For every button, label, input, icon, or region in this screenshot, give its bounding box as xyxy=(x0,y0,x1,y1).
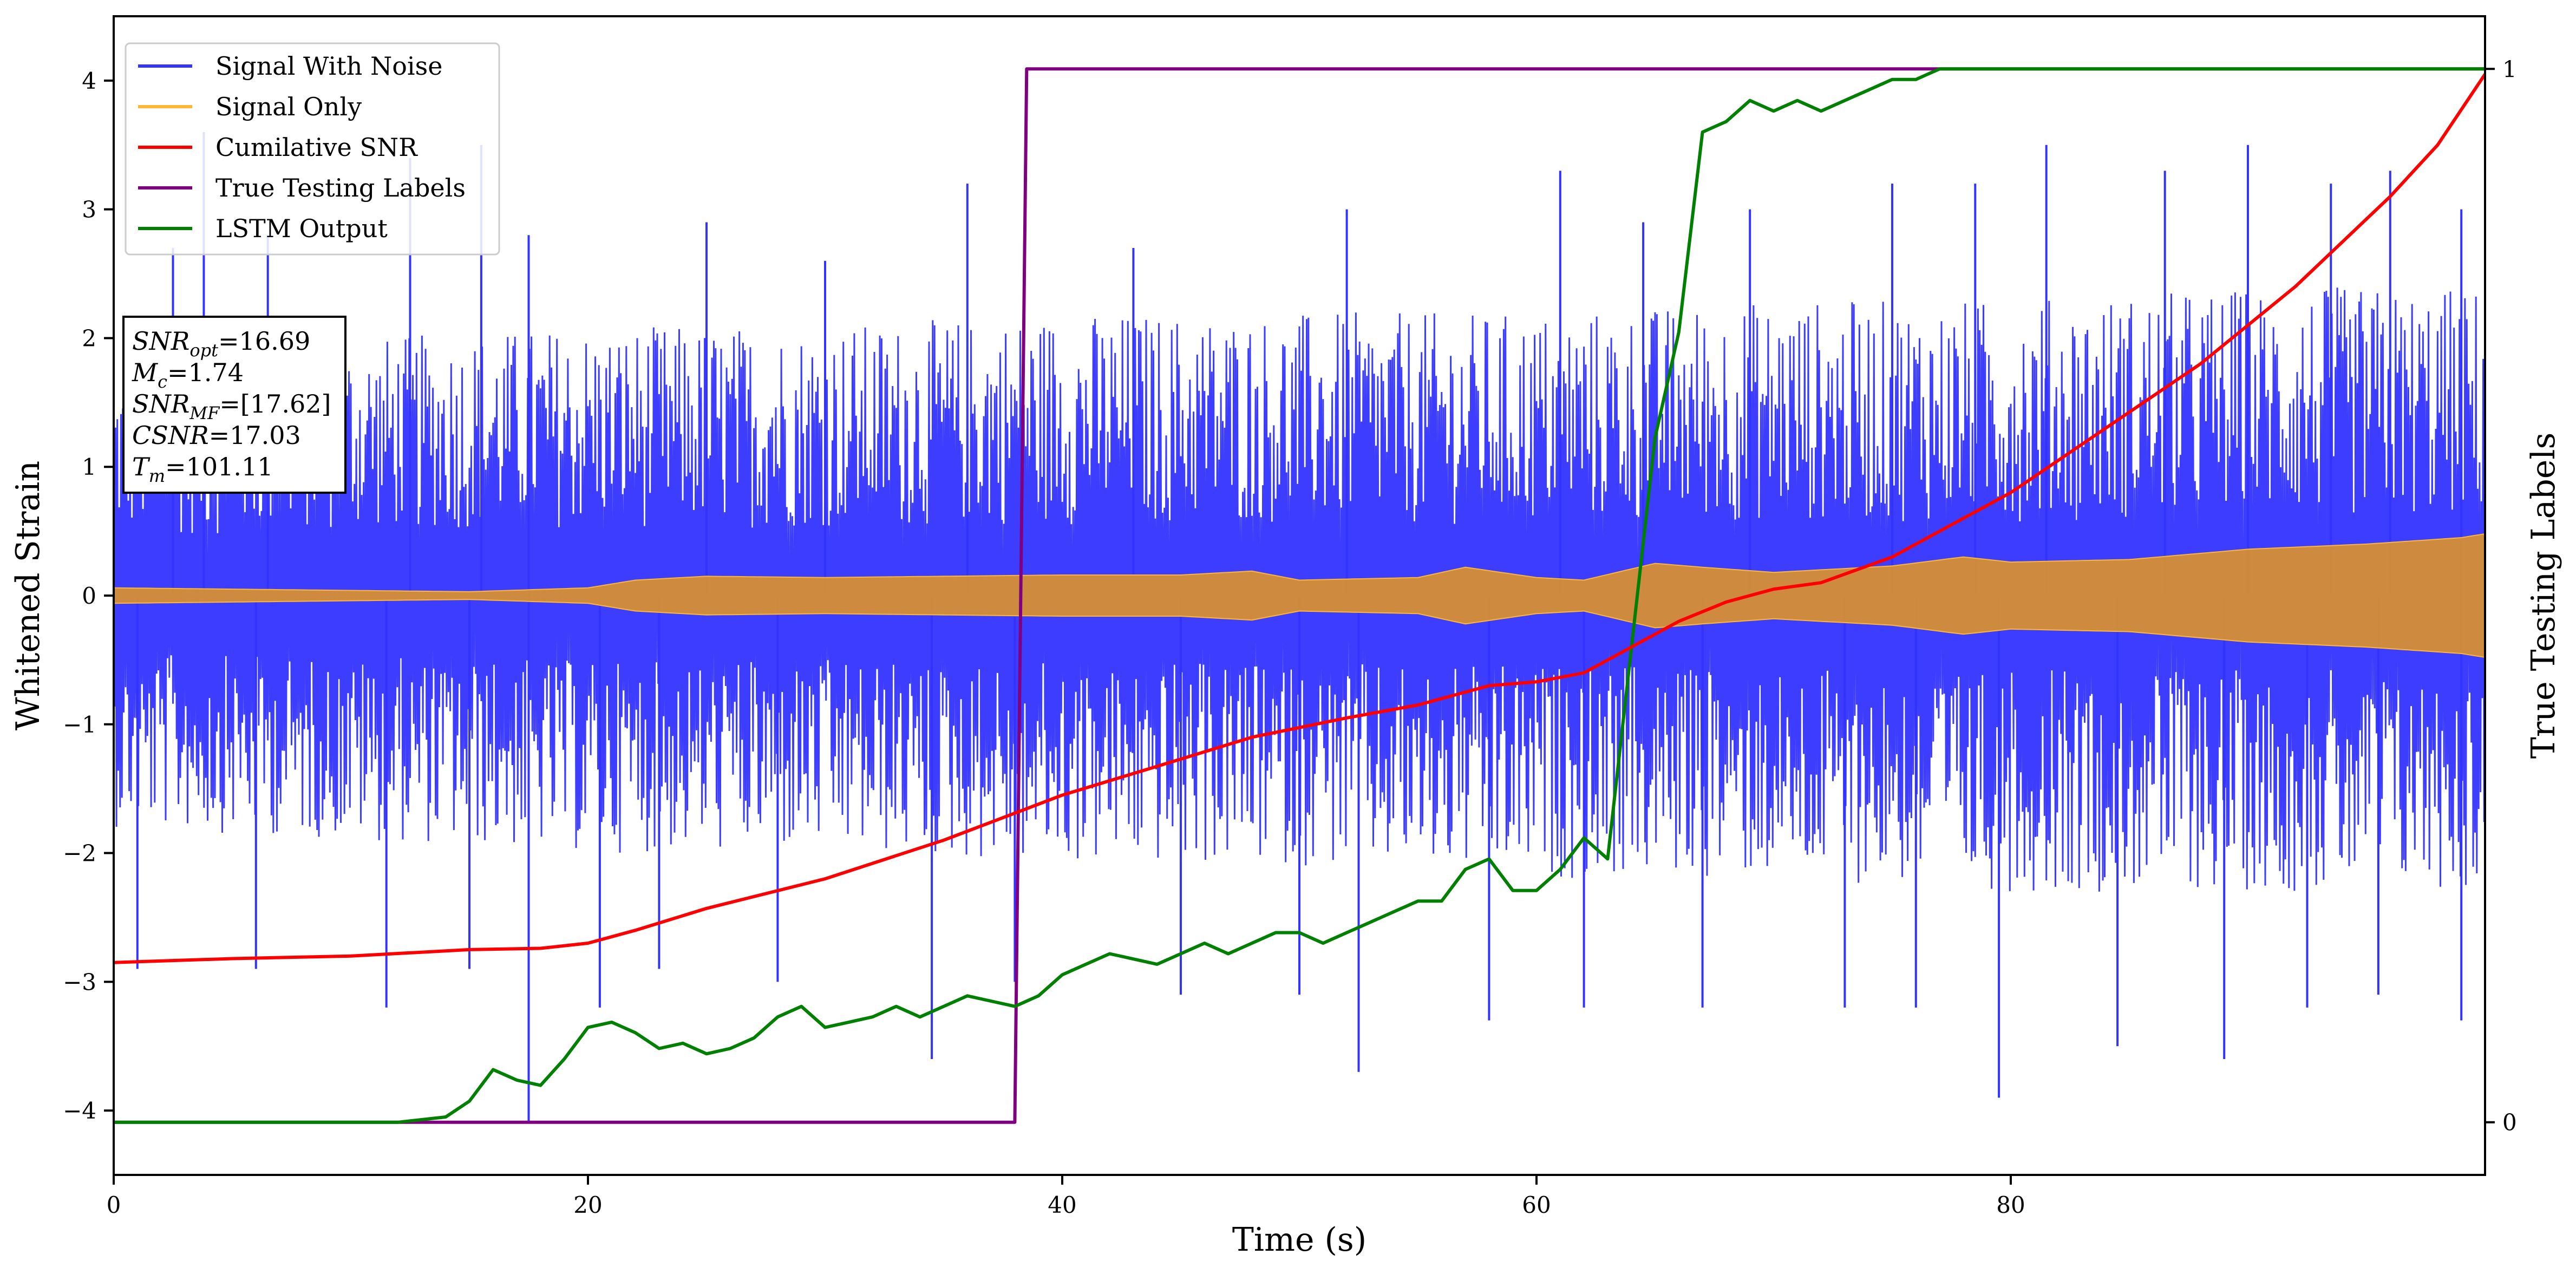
y-tick-label-0: 0 xyxy=(82,583,96,609)
signal-with-noise-series xyxy=(114,132,2485,1123)
annotation-line-3: CSNR=17.03 xyxy=(132,421,301,450)
annotation-value-2: =[17.62] xyxy=(219,389,331,419)
legend-label-0: Signal With Noise xyxy=(215,51,442,81)
annotation-symbol-2: SNR xyxy=(132,389,189,419)
legend-label-4: LSTM Output xyxy=(215,214,388,243)
annotation-subscript-0: opt xyxy=(189,340,218,361)
x-axis-label: Time (s) xyxy=(1232,1221,1367,1259)
y-axis-label: Whitened Strain xyxy=(9,461,47,730)
annotation-subscript-4: m xyxy=(149,466,165,486)
annotation-value-4: =101.11 xyxy=(165,452,273,481)
annotation-value-3: =17.03 xyxy=(209,421,301,450)
y-axis-right: 01 xyxy=(2485,56,2517,1136)
lstm-output-series xyxy=(114,67,2485,1124)
legend-label-1: Signal Only xyxy=(215,92,362,121)
x-tick-label-60: 60 xyxy=(1522,1192,1551,1218)
signal-only-envelope xyxy=(114,533,2485,658)
annotation-line-4: Tm=101.11 xyxy=(132,452,273,486)
plot-area xyxy=(114,67,2485,1124)
y2-tick-label-1: 1 xyxy=(2502,56,2517,82)
annotation-line-2: SNRMF=[17.62] xyxy=(132,389,331,423)
y2-tick-label-0: 0 xyxy=(2502,1109,2517,1136)
x-tick-label-20: 20 xyxy=(573,1192,602,1218)
parameter-annotation-box: SNRopt=16.69Mc=1.74SNRMF=[17.62]CSNR=17.… xyxy=(122,316,346,494)
annotation-subscript-2: MF xyxy=(189,403,220,423)
annotation-symbol-0: SNR xyxy=(132,326,189,356)
cumilative-snr-line xyxy=(114,73,2485,964)
annotation-line-0: SNRopt=16.69 xyxy=(132,326,310,361)
legend-label-2: Cumilative SNR xyxy=(215,133,418,162)
true-testing-labels-series xyxy=(114,67,2485,1124)
annotation-value-0: =16.69 xyxy=(218,326,310,356)
annotation-symbol-1: M xyxy=(132,358,159,387)
legend-label-3: True Testing Labels xyxy=(215,173,466,202)
y-tick-label--4: −4 xyxy=(63,1097,96,1124)
y-tick-label--1: −1 xyxy=(63,711,96,738)
annotation-line-1: Mc=1.74 xyxy=(132,358,244,392)
annotation-symbol-4: T xyxy=(132,452,151,481)
annotation-symbol-3: CSNR xyxy=(132,421,209,450)
x-axis: 0 20 40 60 80 xyxy=(107,1175,2025,1218)
true-testing-labels-line xyxy=(114,67,2485,1124)
y-axis-left: −4 −3 −2 −1 0 1 2 3 4 xyxy=(63,68,114,1124)
legend-box xyxy=(125,42,500,256)
y-tick-label-2: 2 xyxy=(82,325,96,351)
annotation-subscript-1: c xyxy=(158,371,167,392)
signal-only-series xyxy=(114,533,2485,658)
annotation-frame xyxy=(122,316,346,494)
annotation-value-1: =1.74 xyxy=(167,358,244,387)
cumilative-snr-series xyxy=(114,73,2485,964)
x-tick-label-80: 80 xyxy=(1996,1192,2025,1218)
legend: Signal With Noise Signal Only Cumilative S… xyxy=(125,42,500,256)
y-tick-label--3: −3 xyxy=(63,969,96,995)
y-tick-label-4: 4 xyxy=(82,68,96,94)
y2-axis-label: True Testing Labels xyxy=(2525,433,2562,759)
y-tick-label-3: 3 xyxy=(82,197,96,223)
x-tick-label-0: 0 xyxy=(107,1192,121,1218)
y-tick-label--2: −2 xyxy=(63,840,96,867)
y-tick-label-1: 1 xyxy=(82,454,96,480)
lstm-output-line xyxy=(114,67,2485,1124)
x-tick-label-40: 40 xyxy=(1048,1192,1076,1218)
